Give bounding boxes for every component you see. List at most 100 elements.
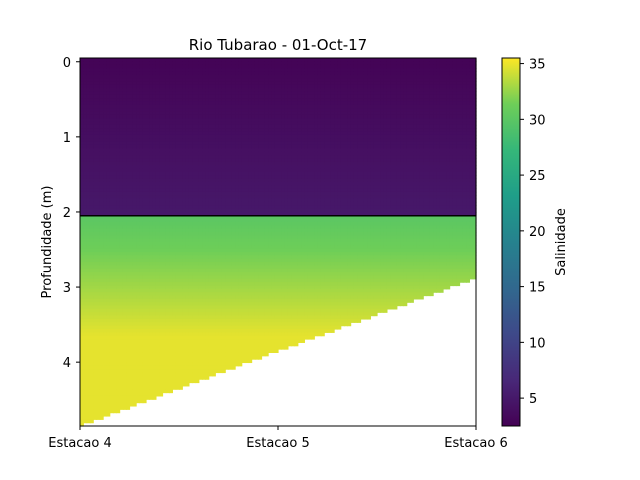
heatmap-cell — [175, 352, 180, 357]
heatmap-cell — [129, 298, 134, 303]
heatmap-cell — [146, 258, 150, 263]
heatmap-cell — [126, 58, 131, 62]
heatmap-cell — [215, 288, 220, 293]
heatmap-cell — [109, 328, 114, 333]
heatmap-cell — [116, 185, 121, 190]
heatmap-cell — [139, 305, 144, 310]
heatmap-cell — [80, 419, 84, 424]
heatmap-cell — [93, 332, 98, 337]
heatmap-cell — [155, 114, 160, 119]
heatmap-cell — [215, 64, 220, 69]
heatmap-cell — [225, 108, 230, 113]
heatmap-cell — [80, 228, 84, 233]
heatmap-cell — [221, 114, 226, 119]
heatmap-cell — [218, 215, 223, 220]
heatmap-cell — [165, 181, 170, 186]
heatmap-cell — [106, 215, 111, 220]
heatmap-cell — [198, 255, 203, 260]
heatmap-cell — [228, 278, 233, 283]
heatmap-cell — [218, 369, 223, 374]
heatmap-cell — [228, 208, 233, 213]
heatmap-cell — [136, 64, 140, 69]
heatmap-cell — [182, 359, 187, 364]
heatmap-cell — [126, 305, 131, 310]
heatmap-cell — [122, 178, 127, 183]
heatmap-cell — [228, 292, 233, 297]
heatmap-cell — [99, 308, 104, 313]
heatmap-cell — [126, 61, 131, 66]
heatmap-cell — [215, 185, 220, 190]
heatmap-cell — [155, 385, 160, 390]
heatmap-cell — [139, 359, 144, 364]
heatmap-cell — [89, 305, 94, 310]
heatmap-cell — [113, 161, 117, 166]
heatmap-cell — [109, 181, 114, 186]
heatmap-cell — [202, 325, 206, 330]
heatmap-cell — [103, 352, 107, 357]
heatmap-cell — [231, 265, 236, 270]
heatmap-cell — [99, 198, 104, 203]
heatmap-cell — [205, 295, 210, 300]
heatmap-cell — [165, 118, 170, 123]
heatmap-cell — [106, 365, 111, 370]
heatmap-cell — [89, 335, 94, 340]
heatmap-cell — [89, 201, 94, 206]
heatmap-cell — [225, 88, 230, 93]
heatmap-cell — [142, 298, 147, 303]
heatmap-cell — [139, 74, 144, 79]
heatmap-cell — [80, 171, 84, 176]
heatmap-cell — [109, 248, 114, 253]
heatmap-cell — [106, 161, 111, 166]
heatmap-cell — [116, 208, 121, 213]
heatmap-cell — [218, 71, 223, 76]
heatmap-cell — [221, 322, 226, 327]
heatmap-cell — [89, 205, 94, 210]
heatmap-cell — [165, 285, 170, 290]
heatmap-cell — [126, 131, 131, 136]
heatmap-cell — [132, 108, 137, 113]
heatmap-cell — [241, 101, 246, 106]
heatmap-cell — [113, 362, 117, 367]
heatmap-cell — [202, 191, 206, 196]
heatmap-cell — [235, 258, 239, 263]
heatmap-cell — [179, 245, 183, 250]
heatmap-cell — [195, 328, 200, 333]
heatmap-cell — [119, 328, 124, 333]
heatmap-cell — [238, 121, 243, 126]
heatmap-cell — [172, 298, 177, 303]
heatmap-cell — [83, 349, 88, 353]
heatmap-cell — [225, 282, 230, 287]
heatmap-cell — [149, 124, 154, 129]
heatmap-cell — [225, 278, 230, 283]
heatmap-cell — [89, 128, 94, 133]
heatmap-cell — [99, 365, 104, 370]
heatmap-cell — [136, 74, 140, 79]
heatmap-cell — [212, 359, 216, 364]
heatmap-cell — [89, 181, 94, 186]
heatmap-cell — [228, 258, 233, 263]
heatmap-cell — [96, 238, 101, 243]
heatmap-cell — [185, 168, 190, 173]
heatmap-cell — [238, 328, 243, 333]
heatmap-cell — [149, 318, 154, 323]
heatmap-cell — [142, 359, 147, 364]
heatmap-cell — [80, 278, 84, 283]
heatmap-cell — [182, 161, 187, 166]
heatmap-cell — [182, 148, 187, 153]
heatmap-cell — [231, 81, 236, 86]
heatmap-cell — [205, 325, 210, 330]
heatmap-cell — [99, 325, 104, 330]
heatmap-cell — [109, 191, 114, 196]
heatmap-cell — [212, 308, 216, 313]
heatmap-cell — [116, 64, 121, 69]
heatmap-cell — [86, 305, 91, 310]
heatmap-cell — [86, 168, 91, 173]
heatmap-cell — [238, 231, 243, 236]
heatmap-cell — [165, 282, 170, 287]
heatmap-cell — [218, 359, 223, 364]
heatmap-cell — [86, 365, 91, 370]
heatmap-cell — [205, 292, 210, 297]
heatmap-cell — [99, 288, 104, 293]
heatmap-cell — [215, 175, 220, 180]
heatmap-cell — [218, 342, 223, 347]
